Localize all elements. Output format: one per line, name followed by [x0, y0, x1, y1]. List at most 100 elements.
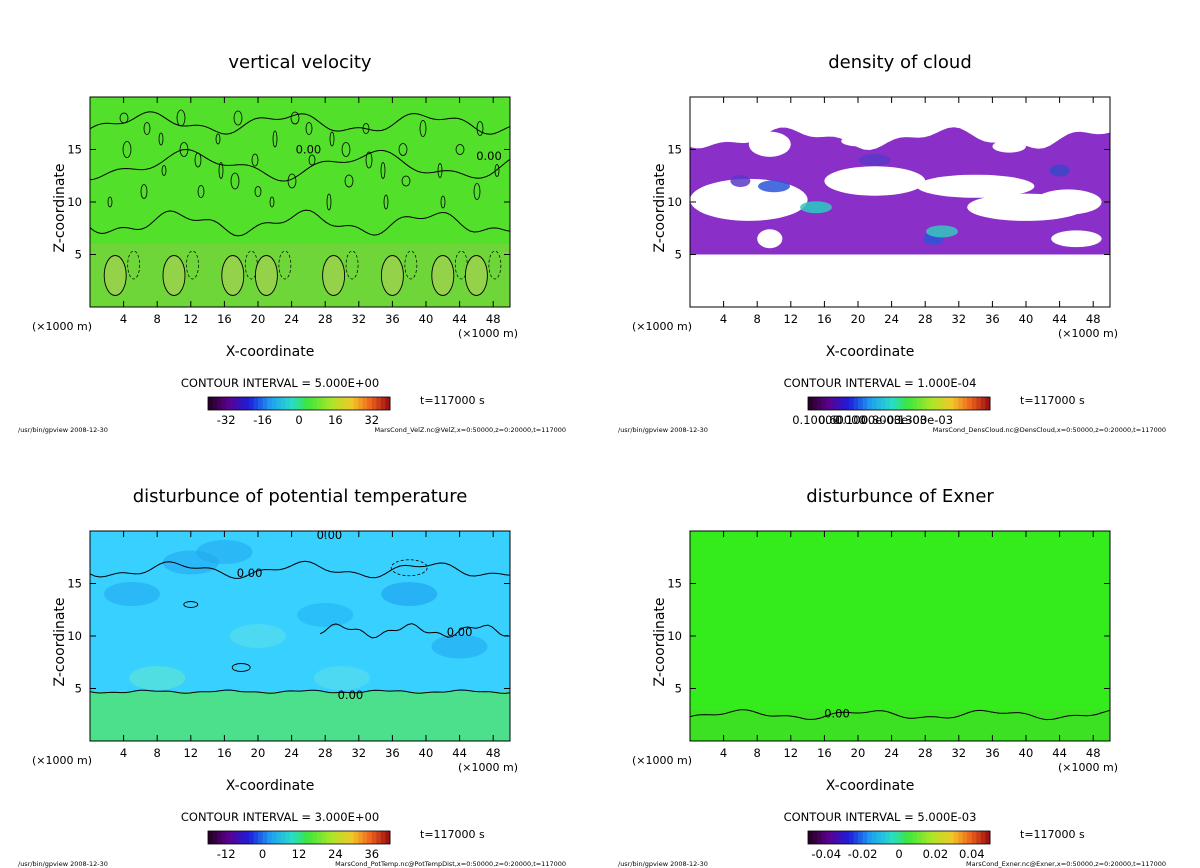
colorbar-cell [339, 831, 345, 844]
colorbar-cell [349, 397, 355, 410]
x-unit-left: (×1000 m) [32, 320, 92, 333]
colorbar-cell [299, 831, 305, 844]
footer-right: MarsCond_DensCloud.nc@DensCloud,x=0:5000… [933, 426, 1166, 434]
colorbar-cell [280, 397, 286, 410]
colorbar-cell [871, 831, 877, 844]
colorbar-cell [949, 397, 955, 410]
contour-interval: CONTOUR INTERVAL = 5.000E+00 [181, 376, 379, 390]
colorbar-cell [358, 397, 364, 410]
x-tick-label: 24 [884, 746, 899, 760]
time-label: t=117000 s [420, 394, 485, 407]
colorbar-cell [985, 397, 991, 410]
colorbar-cell [221, 831, 227, 844]
colorbar-cell [830, 397, 836, 410]
colorbar-cell [844, 831, 850, 844]
contour-label: 0.00 [476, 149, 502, 163]
y-tick-label: 15 [67, 577, 82, 591]
time-label: t=117000 s [420, 828, 485, 841]
y-tick-label: 15 [667, 577, 682, 591]
colorbar-cell [912, 831, 918, 844]
colorbar-cell [889, 831, 895, 844]
x-axis-label: X-coordinate [826, 344, 915, 360]
colorbar-tick-label: -12 [217, 847, 236, 861]
x-axis-label: X-coordinate [226, 778, 315, 794]
colorbar-cell [962, 831, 968, 844]
x-tick-label: 4 [720, 746, 727, 760]
x-unit-right: (×1000 m) [458, 761, 518, 774]
downdraft-cell [186, 250, 199, 280]
colorbar-tick-label: 16 [328, 413, 343, 427]
turbulence-cell [269, 196, 275, 208]
cloud-gap [757, 229, 783, 249]
colorbar-cell [830, 831, 836, 844]
colorbar-cell [921, 397, 927, 410]
colorbar-cell [371, 831, 377, 844]
colorbar-cell [326, 831, 332, 844]
turbulence-cell [290, 111, 300, 125]
colorbar-cell [208, 397, 214, 410]
x-tick-label: 32 [951, 746, 966, 760]
footer-left: /usr/bin/gpview 2008-12-30 [618, 860, 708, 868]
colorbar-cell [358, 831, 364, 844]
colorbar-cell [321, 397, 327, 410]
temperature-patch [381, 582, 438, 606]
colorbar-cell [848, 831, 854, 844]
turbulence-cell [398, 143, 408, 156]
colorbar-tick-label: 24 [328, 847, 343, 861]
colorbar-cell [230, 831, 236, 844]
colorbar-cell [335, 831, 341, 844]
colorbar-frame [207, 396, 391, 411]
colorbar-tick-label: 0 [895, 847, 902, 861]
colorbar-cell [226, 831, 232, 844]
downdraft-cell [345, 250, 359, 280]
cloud-gap [1034, 189, 1102, 215]
footer-right: MarsCond_Exner.nc@Exner,x=0:50000,z=0:20… [966, 860, 1166, 868]
turbulence-cell [143, 122, 151, 135]
x-tick-label: 32 [351, 312, 366, 326]
temperature-patch [297, 603, 354, 627]
colorbar-cell [362, 831, 368, 844]
colorbar-cell [303, 397, 309, 410]
contour-loop [231, 663, 251, 672]
field-lower-layer [90, 691, 510, 741]
turbulence-cell [218, 162, 224, 179]
colorbar-cell [944, 831, 950, 844]
colorbar-cell [267, 831, 273, 844]
x-tick-label: 12 [183, 746, 198, 760]
y-axis-label: Z-coordinate [652, 597, 668, 686]
colorbar-cell [949, 831, 955, 844]
x-axis-label: X-coordinate [226, 344, 315, 360]
colorbar-cell [376, 831, 382, 844]
colorbar-cell [826, 397, 832, 410]
contour-interval: CONTOUR INTERVAL = 5.000E-03 [784, 810, 977, 824]
x-unit-right: (×1000 m) [458, 327, 518, 340]
turbulence-cell [401, 175, 411, 187]
cloud-gap [916, 174, 1035, 198]
x-tick-label: 8 [754, 746, 761, 760]
colorbar-cell [894, 397, 900, 410]
colorbar-cell [862, 831, 868, 844]
cloud-gap [690, 178, 808, 221]
colorbar-cell [312, 397, 318, 410]
contour-label: 0.00 [824, 707, 850, 721]
turbulence-cell [341, 142, 351, 157]
colorbar-cell [903, 397, 909, 410]
x-tick-label: 28 [318, 312, 333, 326]
x-tick-label: 8 [154, 746, 161, 760]
colorbar-tick-label: -0.02 [848, 847, 878, 861]
colorbar-cell [848, 397, 854, 410]
colorbar-cell [985, 831, 991, 844]
turbulence-cell [254, 186, 262, 197]
colorbar-cell [908, 831, 914, 844]
colorbar-cell [812, 397, 818, 410]
contour-label: 0.00 [237, 566, 263, 580]
updraft-cell [162, 255, 186, 296]
colorbar-cell [880, 831, 886, 844]
turbulence-cell [476, 121, 484, 136]
updraft-cell [380, 255, 404, 296]
colorbar-cell [935, 397, 941, 410]
colorbar-cell [280, 831, 286, 844]
colorbar-cell [939, 831, 945, 844]
footer-left: /usr/bin/gpview 2008-12-30 [18, 860, 108, 868]
colorbar-cell [253, 397, 259, 410]
